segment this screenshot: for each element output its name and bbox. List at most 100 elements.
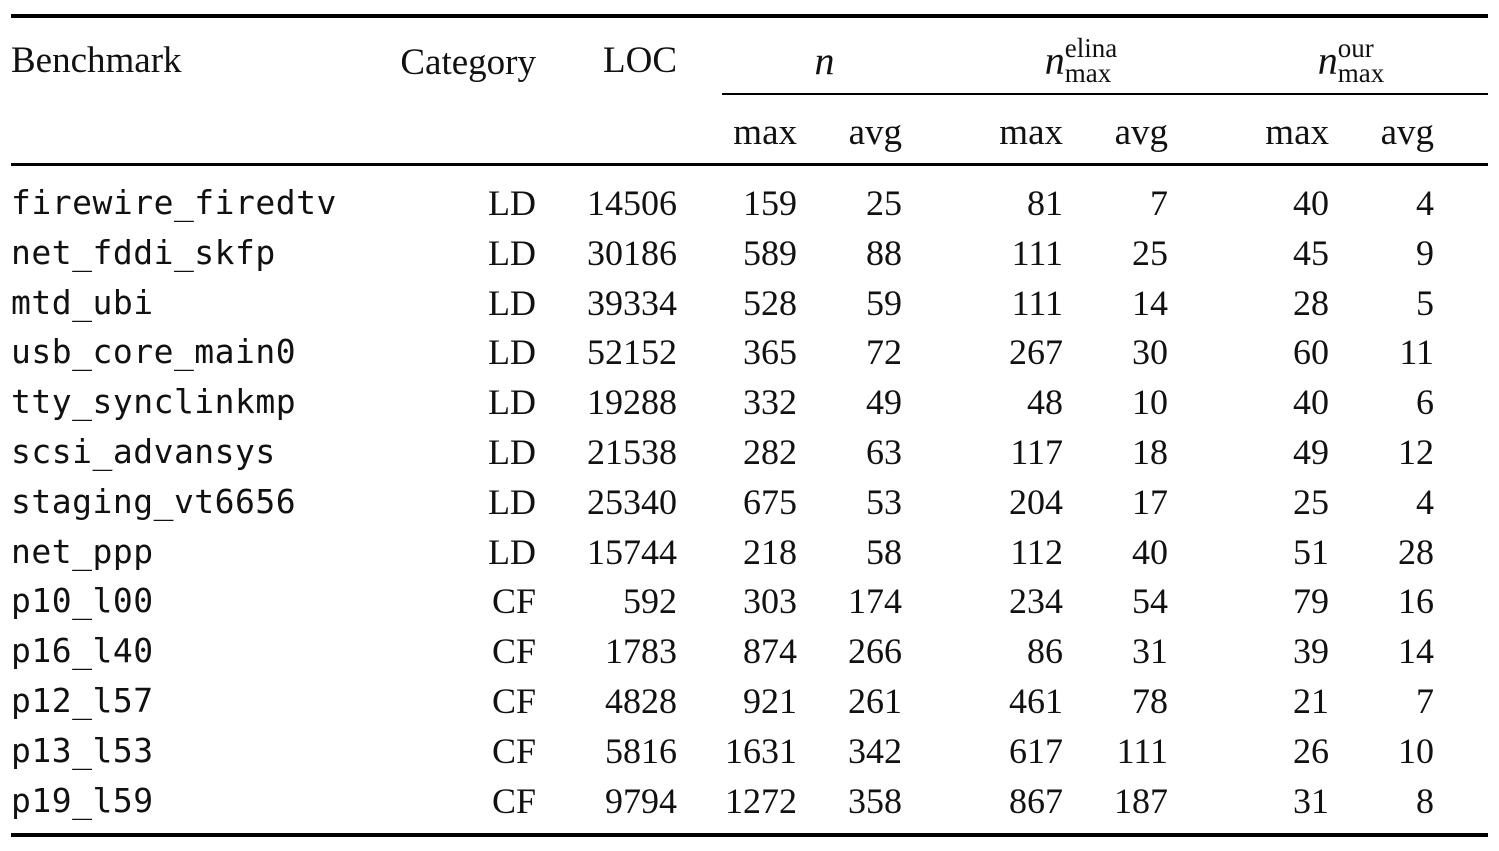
cell-our-max: 28 — [1293, 282, 1329, 323]
cell-category: LD — [488, 282, 536, 323]
cell-elina-max: 234 — [1009, 581, 1063, 622]
cell-category: LD — [488, 232, 536, 273]
cell-category: LD — [488, 382, 536, 423]
cell-our-max: 51 — [1293, 531, 1329, 572]
cell-our-max: 40 — [1293, 382, 1329, 423]
cell-n-max: 874 — [743, 631, 797, 672]
cell-category: CF — [491, 631, 536, 672]
cell-elina-max: 112 — [1010, 531, 1063, 572]
cell-n-max: 159 — [743, 183, 797, 223]
cell-elina-avg: 31 — [1132, 631, 1168, 672]
header-category: Category — [400, 42, 536, 83]
cell-n-max: 303 — [743, 581, 797, 622]
cell-our-avg: 11 — [1399, 332, 1434, 373]
cell-n-avg: 342 — [848, 730, 902, 771]
cell-loc: 19288 — [587, 382, 677, 423]
cell-category: LD — [488, 531, 536, 572]
cell-benchmark: p16_l40 — [11, 631, 154, 671]
cell-n-max: 1272 — [725, 780, 797, 821]
cell-loc: 25340 — [587, 481, 677, 522]
cell-n-avg: 358 — [848, 780, 902, 821]
cell-loc: 14506 — [587, 183, 677, 223]
cell-benchmark: net_fddi_skfp — [11, 232, 276, 272]
header-our-max: max — [1265, 112, 1329, 153]
header-rule — [11, 163, 1488, 166]
cell-our-max: 40 — [1293, 183, 1329, 223]
cell-our-avg: 10 — [1398, 730, 1434, 771]
cell-n-avg: 261 — [848, 681, 902, 721]
cell-benchmark: p10_l00 — [11, 581, 154, 621]
cell-elina-avg: 54 — [1132, 581, 1168, 622]
cell-our-avg: 28 — [1398, 531, 1434, 572]
cell-benchmark: staging_vt6656 — [11, 481, 297, 521]
cell-category: CF — [491, 730, 536, 771]
cell-elina-avg: 14 — [1132, 282, 1168, 323]
cell-our-max: 45 — [1293, 232, 1329, 273]
cell-our-avg: 14 — [1398, 631, 1434, 672]
cell-elina-avg: 78 — [1132, 681, 1168, 721]
cell-our-max: 25 — [1293, 481, 1329, 522]
cell-elina-avg: 187 — [1114, 780, 1168, 821]
cell-elina-max: 111 — [1011, 282, 1063, 323]
cell-our-avg: 9 — [1416, 232, 1434, 273]
cell-elina-max: 81 — [1027, 183, 1063, 223]
header-benchmark: Benchmark — [11, 40, 182, 81]
cell-category: LD — [488, 332, 536, 373]
cell-n-max: 675 — [743, 481, 797, 522]
cell-elina-max: 111 — [1011, 232, 1063, 273]
cell-our-max: 49 — [1293, 432, 1329, 472]
cell-n-avg: 174 — [848, 581, 902, 622]
cell-loc: 39334 — [587, 282, 677, 323]
cell-loc: 15744 — [587, 531, 677, 572]
cell-benchmark: usb_core_main0 — [11, 332, 297, 372]
header-n-our-max: n our max — [1317, 32, 1385, 88]
cell-loc: 5816 — [605, 730, 677, 771]
cell-category: LD — [488, 183, 536, 223]
cell-our-avg: 6 — [1416, 382, 1434, 423]
cell-n-max: 282 — [743, 432, 797, 472]
cell-our-avg: 4 — [1416, 183, 1434, 223]
cell-loc: 9794 — [605, 780, 677, 821]
header-elina-avg: avg — [1114, 112, 1168, 153]
cell-our-avg: 5 — [1416, 282, 1434, 323]
cell-elina-max: 267 — [1009, 332, 1063, 373]
cell-elina-avg: 40 — [1132, 531, 1168, 572]
header-our-avg: avg — [1380, 112, 1434, 153]
cell-n-avg: 59 — [866, 282, 902, 323]
cell-category: LD — [488, 481, 536, 522]
cell-elina-max: 617 — [1009, 730, 1063, 771]
cell-n-max: 528 — [743, 282, 797, 323]
cell-benchmark: scsi_advansys — [11, 432, 276, 471]
cell-elina-avg: 17 — [1132, 481, 1168, 522]
header-loc: LOC — [603, 40, 677, 81]
cell-elina-max: 204 — [1009, 481, 1063, 522]
cell-category: LD — [488, 432, 536, 472]
cell-loc: 592 — [623, 581, 677, 622]
cell-n-max: 589 — [743, 232, 797, 273]
header-n-elina-max: n elina max — [1044, 32, 1118, 88]
bottom-rule — [11, 833, 1488, 837]
cell-n-max: 218 — [743, 531, 797, 572]
cell-benchmark: p19_l59 — [11, 780, 154, 820]
cell-n-max: 1631 — [725, 730, 797, 771]
cell-our-max: 26 — [1293, 730, 1329, 771]
cell-benchmark: mtd_ubi — [11, 282, 154, 322]
cell-our-avg: 12 — [1398, 432, 1434, 472]
cell-n-avg: 72 — [866, 332, 902, 373]
cell-our-avg: 16 — [1398, 581, 1434, 622]
header-n: n — [814, 38, 835, 83]
cell-benchmark: p13_l53 — [11, 730, 154, 770]
cell-n-avg: 49 — [866, 382, 902, 423]
cell-loc: 21538 — [587, 432, 677, 472]
cell-benchmark: firewire_firedtv — [11, 183, 337, 222]
cell-elina-avg: 18 — [1132, 432, 1168, 472]
cell-benchmark: p12_l57 — [11, 681, 154, 720]
cell-category: CF — [491, 581, 536, 622]
cell-our-max: 21 — [1293, 681, 1329, 721]
cell-n-max: 921 — [743, 681, 797, 721]
cell-loc: 4828 — [605, 681, 677, 721]
header-elina-max: max — [999, 112, 1063, 153]
cell-elina-max: 867 — [1009, 780, 1063, 821]
cell-elina-avg: 7 — [1150, 183, 1168, 223]
cell-benchmark: net_ppp — [11, 531, 154, 571]
